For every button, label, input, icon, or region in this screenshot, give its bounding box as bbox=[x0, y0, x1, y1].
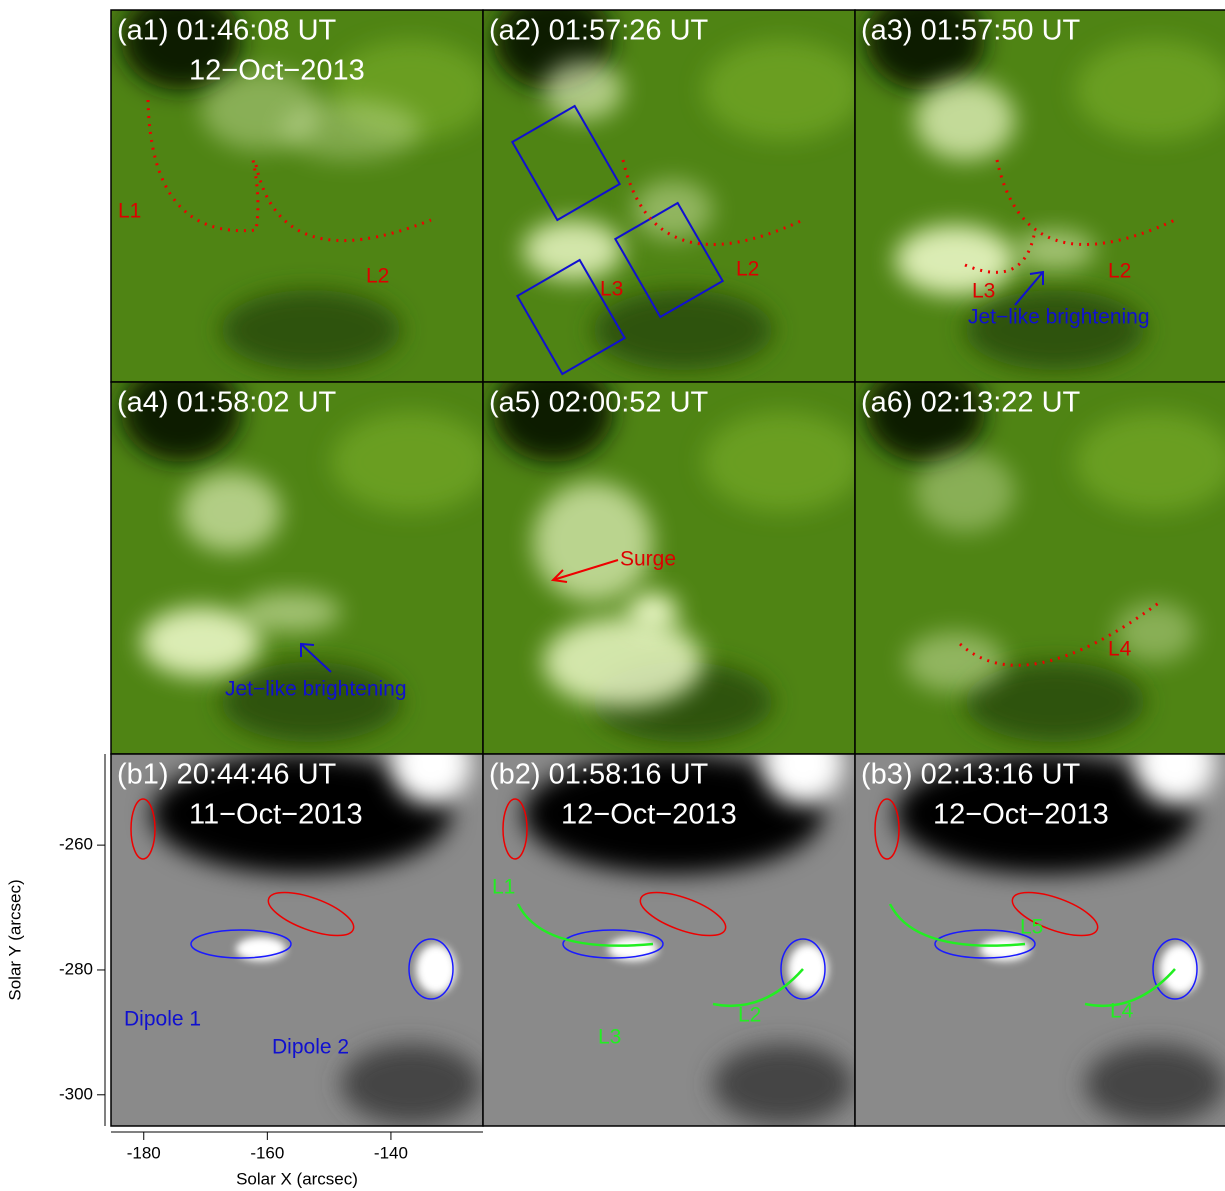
annotation: Surge bbox=[620, 548, 676, 571]
dark-region bbox=[221, 290, 401, 370]
annotation: Jet−like brightening bbox=[968, 306, 1150, 329]
bright-region bbox=[543, 60, 623, 120]
annotation: Jet−like brightening bbox=[225, 678, 407, 701]
panel bbox=[855, 362, 1225, 754]
y-tick-label: -260 bbox=[59, 835, 93, 854]
annotation: L1 bbox=[492, 876, 515, 899]
bright-region bbox=[533, 482, 653, 602]
annotation: L4 bbox=[1110, 1000, 1134, 1023]
panel-date: 11−Oct−2013 bbox=[189, 799, 363, 831]
annotation: Dipole 1 bbox=[124, 1008, 201, 1031]
annotation: L5 bbox=[1020, 916, 1043, 939]
negative-polarity bbox=[1085, 1044, 1225, 1124]
panel-label: (b1) 20:44:46 UT bbox=[117, 759, 337, 791]
panel-label: (a6) 02:13:22 UT bbox=[861, 387, 1081, 419]
panel-label: (b2) 01:58:16 UT bbox=[489, 759, 709, 791]
panel-label: (a1) 01:46:08 UT bbox=[117, 15, 337, 47]
y-tick-label: -280 bbox=[59, 959, 93, 978]
annotation: L3 bbox=[972, 280, 995, 303]
bright-region bbox=[543, 617, 703, 707]
x-tick-label: -160 bbox=[250, 1143, 284, 1162]
positive-polarity bbox=[416, 944, 456, 994]
bright-region bbox=[905, 632, 1005, 692]
panel-label: (b3) 02:13:16 UT bbox=[861, 759, 1081, 791]
negative-polarity bbox=[341, 1044, 481, 1124]
annotation: L2 bbox=[738, 1004, 761, 1027]
x-tick-label: -180 bbox=[127, 1143, 161, 1162]
bright-region bbox=[633, 180, 713, 240]
bright-region bbox=[331, 412, 491, 512]
panel-label: (a2) 01:57:26 UT bbox=[489, 15, 709, 47]
page: {"panels": [ {"label": "(a1) 01:46:08 UT… bbox=[0, 0, 1225, 1191]
annotation: L3 bbox=[598, 1026, 621, 1049]
dark-region bbox=[221, 662, 401, 742]
annotation: Dipole 2 bbox=[272, 1036, 349, 1059]
annotation: L2 bbox=[736, 258, 759, 281]
y-axis-label: Solar Y (arcsec) bbox=[5, 879, 24, 1000]
bright-region bbox=[628, 592, 678, 632]
panel bbox=[483, 0, 863, 382]
panel-label: (a5) 02:00:52 UT bbox=[489, 387, 709, 419]
x-axis-label: Solar X (arcsec) bbox=[236, 1169, 358, 1188]
bright-region bbox=[241, 592, 341, 632]
annotation: L2 bbox=[1108, 260, 1131, 283]
bright-region bbox=[1015, 230, 1095, 270]
bright-region bbox=[281, 100, 421, 160]
bright-region bbox=[895, 225, 1015, 295]
panel-date: 12−Oct−2013 bbox=[189, 55, 365, 87]
annotation: L4 bbox=[1108, 638, 1132, 661]
bright-region bbox=[915, 80, 1015, 160]
positive-polarity bbox=[788, 944, 828, 994]
positive-polarity bbox=[1160, 944, 1200, 994]
annotation: L2 bbox=[366, 265, 389, 288]
bright-region bbox=[703, 40, 863, 140]
bright-region bbox=[181, 472, 281, 552]
panel-date: 12−Oct−2013 bbox=[933, 799, 1109, 831]
bright-region bbox=[523, 220, 623, 280]
panel-label: (a4) 01:58:02 UT bbox=[117, 387, 337, 419]
y-tick-label: -300 bbox=[59, 1084, 93, 1103]
panel-date: 12−Oct−2013 bbox=[561, 799, 737, 831]
bright-region bbox=[703, 412, 863, 512]
negative-polarity bbox=[713, 1044, 853, 1124]
annotation: L3 bbox=[600, 278, 623, 301]
bright-region bbox=[915, 452, 1015, 532]
figure: Solar X (arcsec) Solar Y (arcsec) (a1) 0… bbox=[0, 0, 1225, 1191]
panel-label: (a3) 01:57:50 UT bbox=[861, 15, 1081, 47]
annotation: L1 bbox=[118, 200, 141, 223]
x-tick-label: -140 bbox=[374, 1143, 408, 1162]
